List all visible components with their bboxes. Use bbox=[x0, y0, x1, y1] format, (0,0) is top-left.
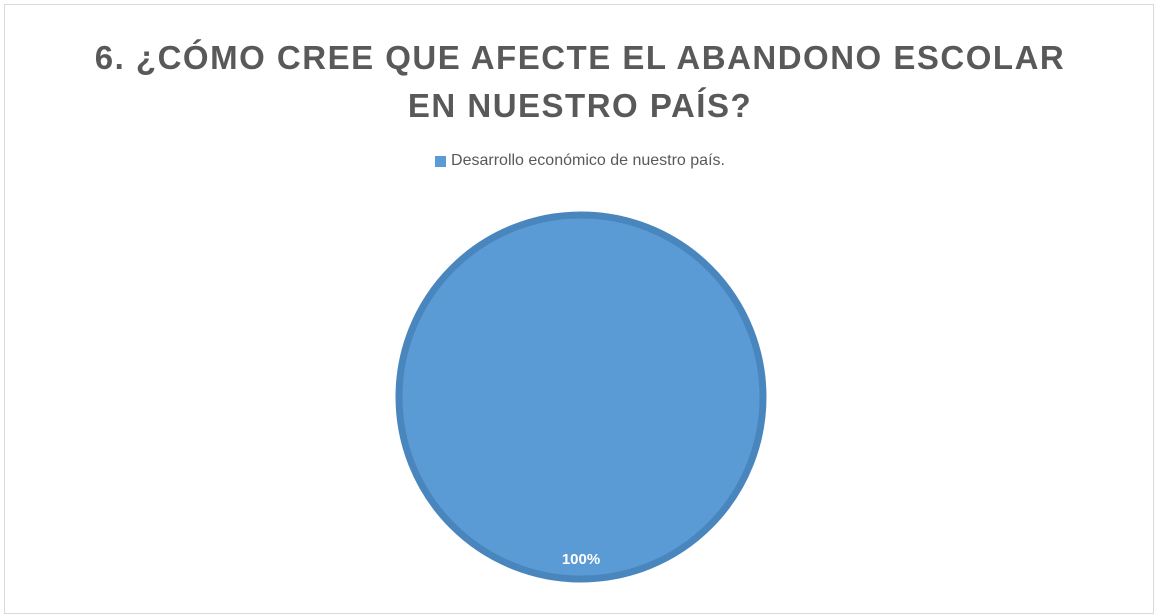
legend: Desarrollo económico de nuestro país. bbox=[0, 152, 1160, 170]
slice-label: 100% bbox=[562, 551, 600, 568]
legend-swatch bbox=[435, 155, 447, 167]
chart-title: 6. ¿CÓMO CREE QUE AFECTE EL ABANDONO ESC… bbox=[0, 34, 1160, 130]
legend-label: Desarrollo económico de nuestro país. bbox=[451, 152, 725, 169]
pie-slices bbox=[395, 211, 767, 583]
chart-title-line-2: EN NUESTRO PAÍS? bbox=[407, 87, 753, 124]
pie-slice bbox=[395, 211, 767, 583]
chart-title-line-1: 6. ¿CÓMO CREE QUE AFECTE EL ABANDONO ESC… bbox=[94, 39, 1066, 76]
